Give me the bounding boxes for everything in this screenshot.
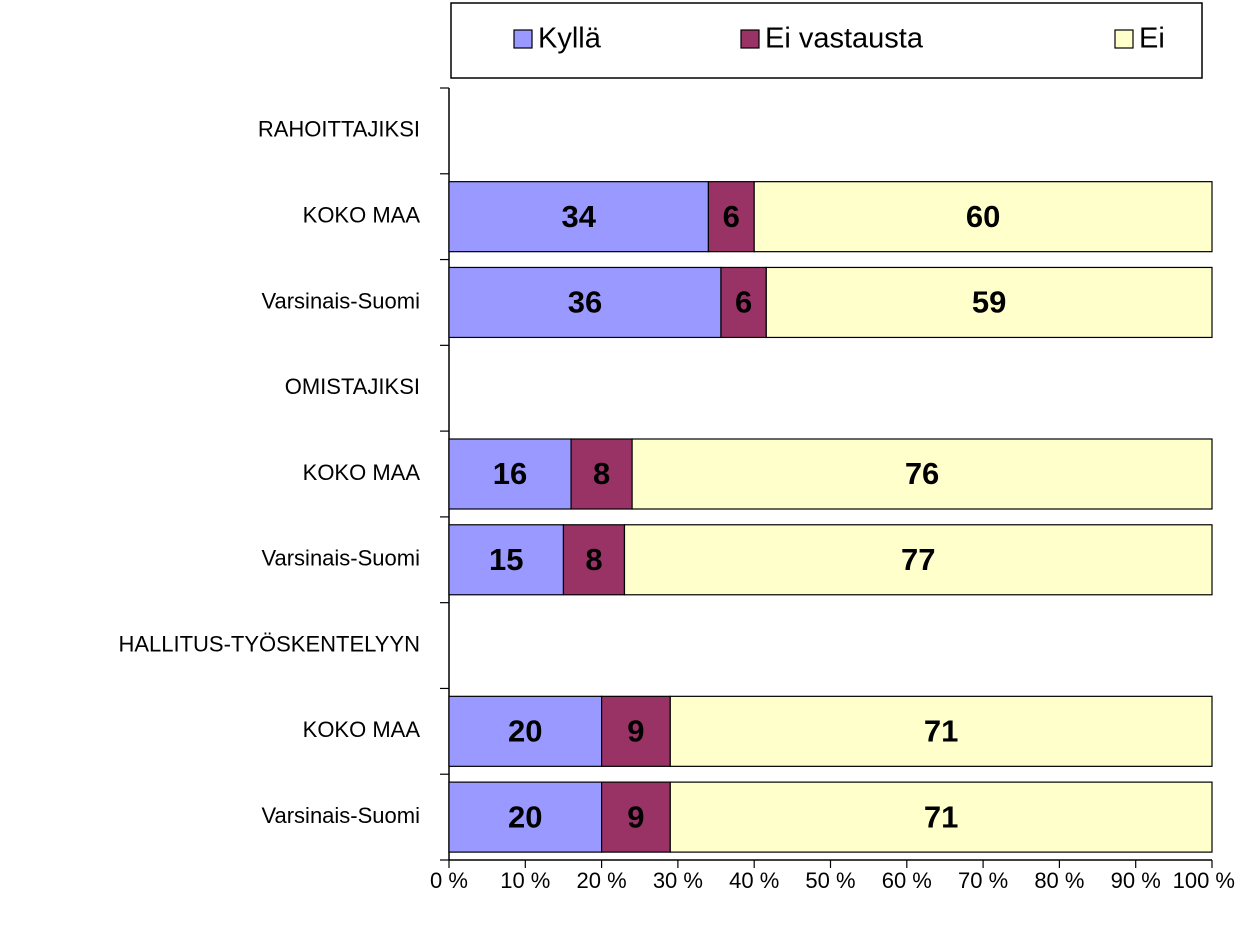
value-label: 6: [723, 199, 740, 234]
bar-segment: [600, 695, 671, 767]
bar-segment: [720, 266, 767, 339]
value-label: 36: [568, 285, 602, 320]
value-label: 16: [493, 456, 527, 491]
value-label: 20: [508, 799, 542, 834]
category-label: KOKO MAA: [303, 202, 421, 227]
x-tick-label: 60 %: [882, 868, 932, 893]
bar-segment: [448, 266, 722, 339]
value-label: 9: [627, 714, 644, 749]
bar-segment: [448, 438, 572, 510]
category-label: Varsinais-Suomi: [261, 288, 420, 313]
value-label: 60: [966, 199, 1000, 234]
value-label: 20: [508, 714, 542, 749]
x-tick-label: 70 %: [958, 868, 1008, 893]
bar-segment: [448, 524, 565, 596]
value-label: 6: [735, 285, 752, 320]
x-tick-label: 0 %: [430, 868, 468, 893]
legend-swatch: [1114, 29, 1134, 49]
category-label: Varsinais-Suomi: [261, 546, 420, 571]
x-tick-label: 100 %: [1173, 868, 1235, 893]
category-label: KOKO MAA: [303, 717, 421, 742]
category-label: RAHOITTAJIKSI: [258, 117, 420, 142]
legend-label: Ei vastausta: [765, 23, 924, 55]
value-label: 71: [924, 799, 958, 834]
x-tick-label: 90 %: [1111, 868, 1161, 893]
legend-swatch: [513, 29, 533, 49]
value-label: 77: [901, 542, 935, 577]
bar-segment: [631, 438, 1213, 510]
legend-label: Ei: [1139, 23, 1165, 55]
category-label: HALLITUS-TYÖSKENTELYYN: [118, 631, 420, 656]
x-tick-label: 20 %: [577, 868, 627, 893]
value-label: 34: [561, 199, 596, 234]
legend-label: Kyllä: [538, 23, 602, 55]
bar-segment: [753, 181, 1213, 253]
bar-segment: [448, 781, 603, 853]
category-label: OMISTAJIKSI: [285, 374, 420, 399]
value-label: 71: [924, 714, 958, 749]
bar-segment: [562, 524, 626, 596]
x-tick-label: 80 %: [1034, 868, 1084, 893]
bar-segment: [448, 695, 603, 767]
bar-segment: [669, 695, 1213, 767]
bar-segment: [707, 181, 755, 253]
value-label: 59: [972, 285, 1006, 320]
bar-segment: [765, 266, 1213, 339]
x-tick-label: 50 %: [805, 868, 855, 893]
x-tick-label: 40 %: [729, 868, 779, 893]
category-label: Varsinais-Suomi: [261, 803, 420, 828]
bar-segment: [623, 524, 1213, 596]
bar-segment: [600, 781, 671, 853]
x-tick-label: 30 %: [653, 868, 703, 893]
legend-box: [450, 2, 1203, 79]
category-label: KOKO MAA: [303, 460, 421, 485]
bar-segment: [570, 438, 633, 510]
value-label: 9: [627, 799, 644, 834]
bar-segment: [669, 781, 1213, 853]
value-label: 8: [585, 542, 602, 577]
value-label: 8: [593, 456, 610, 491]
value-label: 76: [905, 456, 939, 491]
bar-segment: [448, 181, 710, 253]
value-label: 15: [489, 542, 523, 577]
legend-swatch: [740, 29, 760, 49]
x-tick-label: 10 %: [500, 868, 550, 893]
